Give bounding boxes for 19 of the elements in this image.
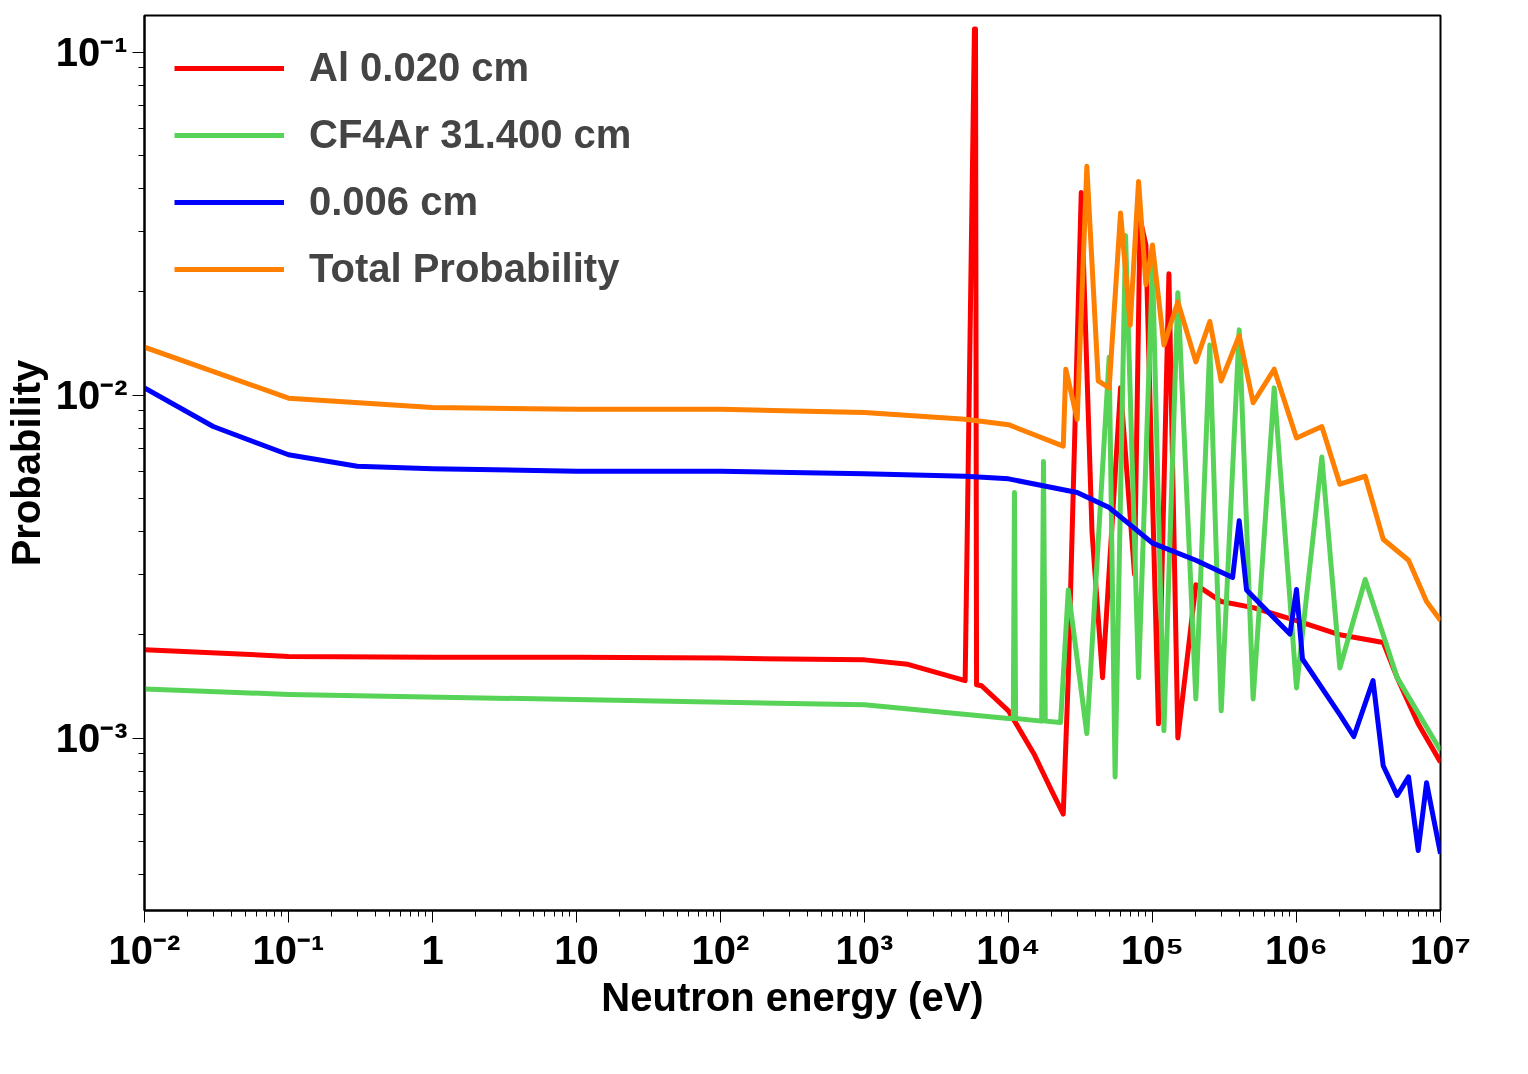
x-tick-label: 1 (421, 927, 444, 972)
y-tick-label: 10⁻¹ (55, 30, 128, 75)
x-tick-label: 10⁴ (976, 927, 1041, 972)
x-axis-title: Neutron energy (eV) (601, 974, 984, 1019)
x-tick-label: 10⁻¹ (252, 927, 325, 972)
legend-label: Al 0.020 cm (309, 45, 530, 90)
legend-label: 0.006 cm (309, 179, 479, 224)
x-tick-label: 10² (691, 927, 750, 972)
y-axis-title: Probability (3, 358, 48, 567)
x-tick-label: 10⁻² (108, 927, 181, 972)
legend-label: Total Probability (309, 246, 620, 291)
x-tick-label: 10³ (835, 927, 894, 972)
x-tick-label: 10⁵ (1120, 927, 1185, 972)
x-tick-label: 10⁶ (1265, 927, 1328, 972)
y-tick-label: 10⁻² (55, 373, 128, 418)
x-tick-label: 10⁷ (1410, 927, 1471, 972)
y-tick-label: 10⁻³ (55, 716, 128, 761)
legend-label: CF4Ar 31.400 cm (309, 112, 632, 157)
x-tick-label: 10 (554, 927, 599, 972)
